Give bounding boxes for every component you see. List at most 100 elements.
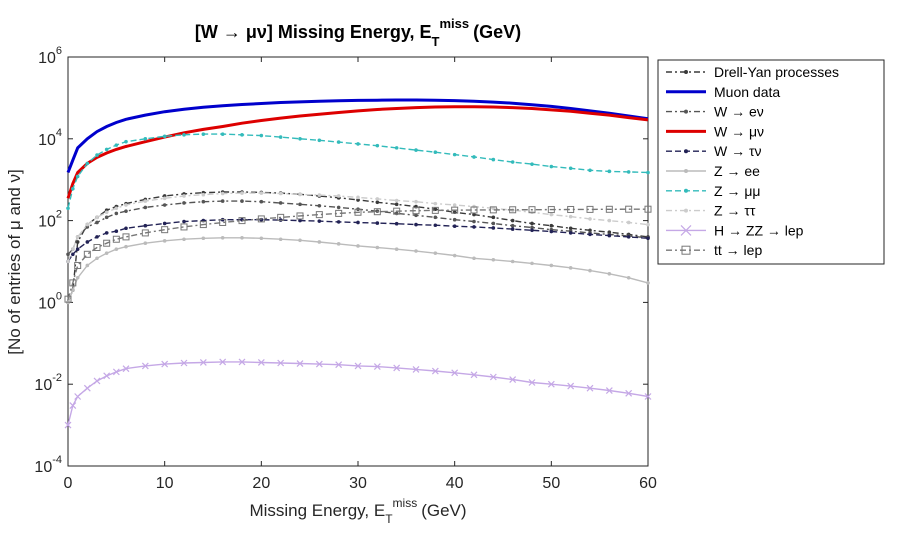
- data-point: [375, 221, 380, 225]
- data-point: [259, 199, 264, 204]
- data-point: [472, 256, 476, 261]
- data-point: [412, 365, 420, 373]
- data-point: [104, 231, 109, 235]
- data-point: [568, 231, 573, 235]
- data-point: [431, 206, 439, 214]
- data-point: [141, 229, 149, 237]
- data-point: [394, 221, 399, 226]
- data-point: [201, 236, 206, 241]
- data-point: [393, 207, 401, 215]
- legend[interactable]: Drell-Yan processes Muon data W → eν W → μν…: [657, 59, 885, 265]
- data-point: [452, 224, 457, 228]
- x-tick-label: 20: [252, 475, 270, 492]
- data-point: [143, 241, 148, 246]
- data-point: [257, 215, 265, 223]
- data-point: [124, 203, 128, 207]
- data-point: [74, 261, 82, 269]
- data-point: [414, 199, 418, 204]
- data-point: [219, 358, 227, 366]
- data-point: [114, 247, 119, 251]
- data-point: [452, 253, 457, 258]
- data-point: [489, 206, 497, 214]
- data-point: [85, 240, 90, 244]
- data-point: [240, 191, 244, 195]
- data-point: [103, 372, 111, 380]
- data-point: [201, 192, 206, 197]
- data-point: [336, 242, 341, 246]
- data-point: [122, 233, 130, 241]
- data-point: [161, 226, 169, 234]
- data-point: [219, 218, 227, 226]
- data-point: [414, 222, 418, 227]
- data-point: [644, 205, 652, 213]
- data-point: [238, 217, 246, 225]
- data-point: [296, 360, 304, 367]
- y-tick-label: 10-4: [34, 454, 62, 476]
- data-point: [240, 235, 244, 240]
- data-point: [259, 133, 264, 138]
- data-point: [625, 389, 633, 397]
- data-point: [220, 191, 225, 196]
- x-tick-label: 30: [349, 475, 367, 492]
- data-point: [71, 247, 75, 251]
- legend-marker: [684, 109, 688, 114]
- data-point: [394, 247, 399, 251]
- data-point: [354, 208, 362, 216]
- y-axis-label: [No of entries of μ and ν]: [5, 169, 24, 355]
- data-point: [530, 261, 534, 266]
- data-point: [394, 202, 399, 207]
- data-point: [530, 225, 534, 230]
- data-point: [83, 384, 91, 392]
- data-point: [75, 174, 80, 179]
- data-point: [259, 191, 264, 195]
- data-point: [605, 205, 613, 213]
- data-point: [354, 362, 362, 370]
- data-point: [315, 211, 323, 219]
- data-point: [162, 196, 167, 201]
- data-point: [278, 201, 283, 205]
- data-point: [375, 143, 380, 148]
- data-point: [182, 219, 186, 224]
- legend-item: W → μν: [666, 123, 764, 139]
- data-point: [93, 243, 101, 251]
- data-point: [143, 137, 148, 141]
- legend-item: Z → μμ: [666, 183, 760, 199]
- data-point: [180, 359, 188, 367]
- data-point: [104, 210, 109, 215]
- data-point: [433, 215, 438, 220]
- legend-marker: [681, 245, 691, 255]
- data-point: [530, 162, 534, 166]
- data-point: [277, 359, 285, 367]
- legend-marker: [684, 188, 688, 193]
- data-point: [220, 235, 225, 240]
- legend-item: W → eν: [666, 104, 764, 120]
- x-tick-label: 0: [64, 475, 73, 492]
- x-axis-label: Missing Energy, ETmiss (GeV): [249, 496, 466, 526]
- data-point: [549, 223, 554, 228]
- data-point: [298, 218, 302, 223]
- data-point: [278, 135, 283, 139]
- data-point: [646, 222, 650, 227]
- data-point: [114, 143, 119, 147]
- data-point: [278, 191, 283, 196]
- data-point: [586, 384, 594, 392]
- data-point: [491, 258, 496, 262]
- y-tick-label: 106: [38, 45, 62, 67]
- data-point: [220, 199, 225, 203]
- data-point: [433, 201, 438, 206]
- data-point: [64, 295, 72, 303]
- data-point: [336, 220, 341, 224]
- data-point: [530, 228, 534, 233]
- data-point: [85, 222, 90, 227]
- legend-marker: [684, 149, 688, 154]
- data-point: [103, 239, 111, 247]
- legend-item: Z → ee: [666, 163, 760, 179]
- data-point: [104, 147, 109, 152]
- data-point: [95, 220, 99, 225]
- data-point: [93, 377, 101, 385]
- data-point: [530, 221, 534, 226]
- data-point: [336, 194, 341, 198]
- data-point: [162, 134, 167, 139]
- data-point: [124, 244, 128, 249]
- legend-item: H → ZZ → lep: [666, 222, 804, 238]
